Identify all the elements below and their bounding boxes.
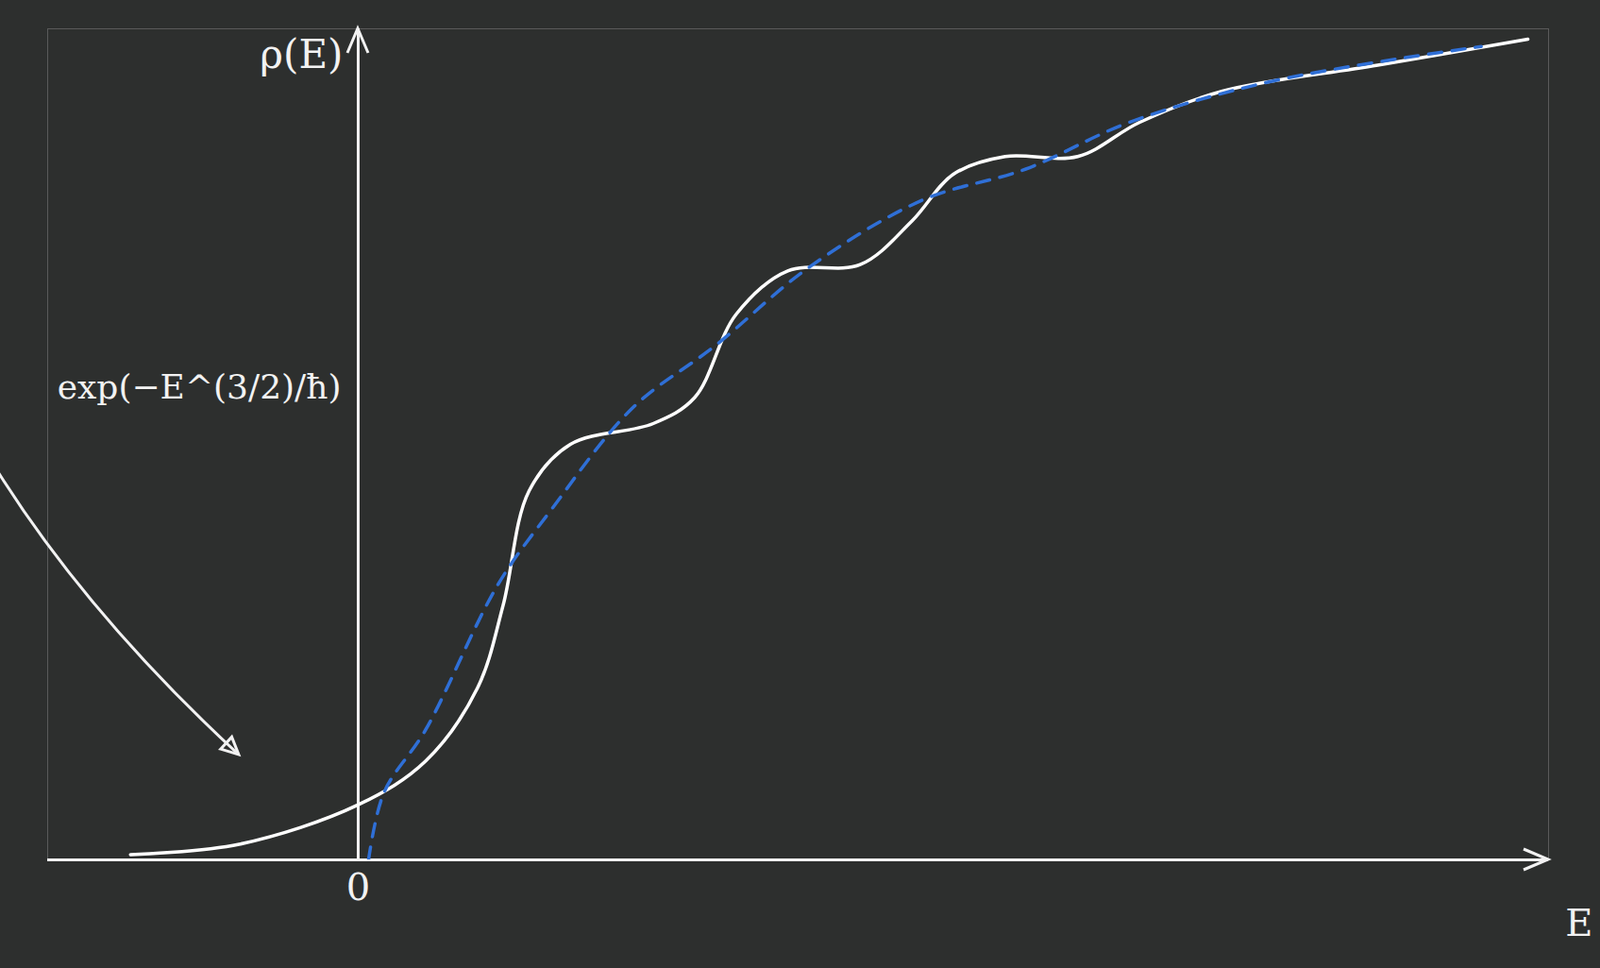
- svg-text:0: 0: [346, 864, 371, 909]
- svg-text:ρ(E): ρ(E): [259, 31, 343, 78]
- svg-text:exp(−E^(3/2)/ħ): exp(−E^(3/2)/ħ): [57, 367, 342, 406]
- svg-text:E: E: [1565, 900, 1593, 944]
